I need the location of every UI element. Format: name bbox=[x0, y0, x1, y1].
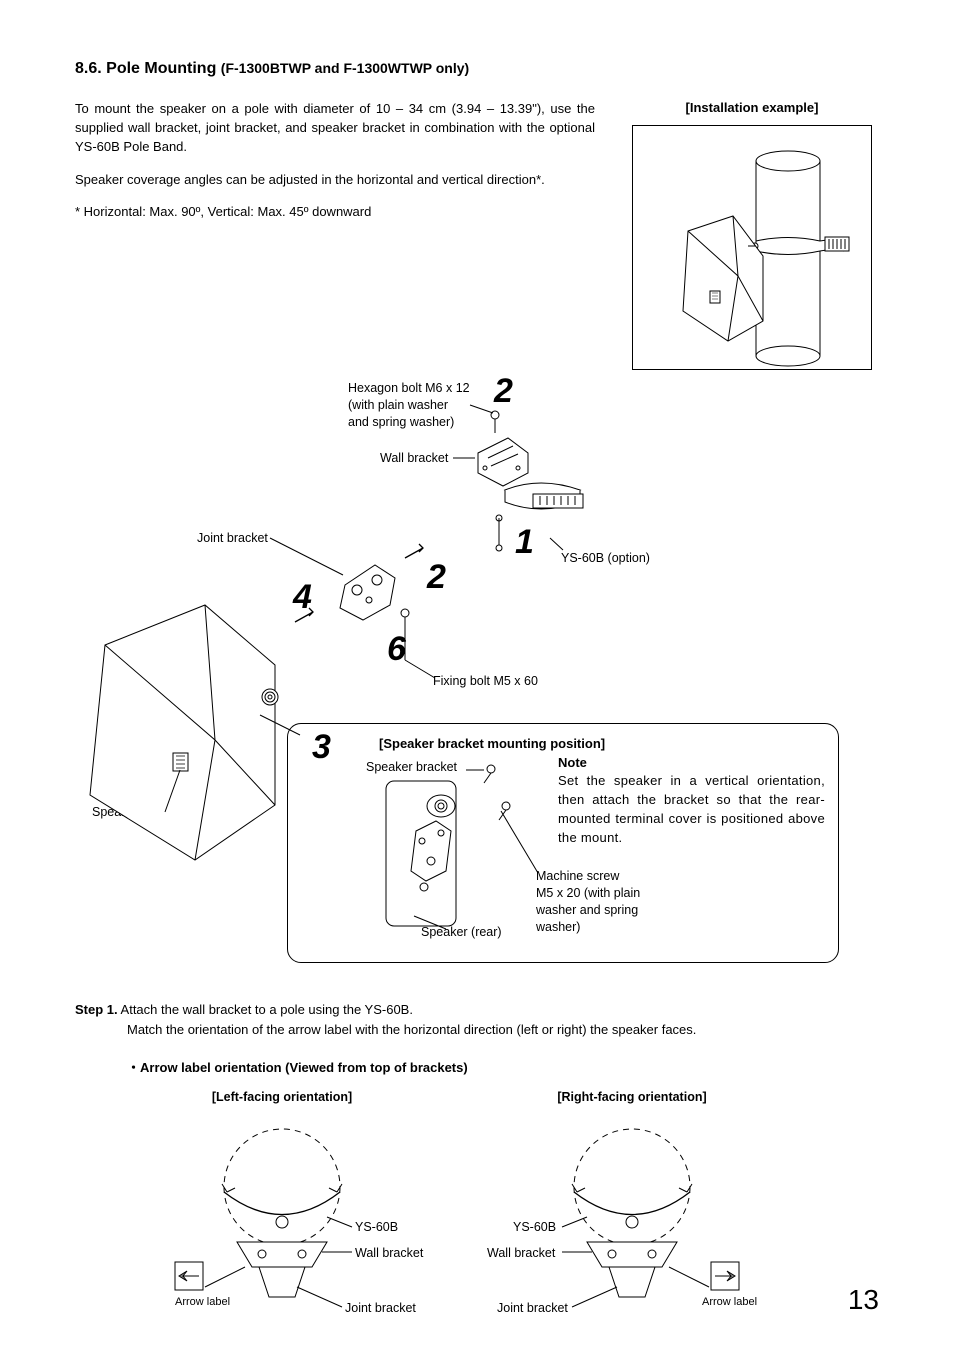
callout-note-label: Note bbox=[558, 755, 825, 770]
heading-title: Pole Mounting bbox=[106, 60, 216, 77]
right-orientation: [Right-facing orientation] bbox=[477, 1090, 787, 1332]
right-orient-title: [Right-facing orientation] bbox=[477, 1090, 787, 1104]
step1-block: Step 1. Attach the wall bracket to a pol… bbox=[75, 1000, 879, 1039]
step1-label: Step 1. bbox=[75, 1002, 118, 1017]
install-example-box bbox=[632, 125, 872, 370]
step1-line2: Match the orientation of the arrow label… bbox=[75, 1020, 879, 1040]
main-diagram: Hexagon bolt M6 x 12 (with plain washer … bbox=[75, 370, 879, 975]
section-heading: 8.6. Pole Mounting (F-1300BTWP and F-130… bbox=[75, 60, 879, 78]
intro-p2: Speaker coverage angles can be adjusted … bbox=[75, 171, 595, 190]
left-orient-title: [Left-facing orientation] bbox=[127, 1090, 437, 1104]
install-example-title: [Installation example] bbox=[625, 100, 879, 115]
right-arrow-label: Arrow label bbox=[702, 1295, 757, 1310]
arrow-orientation-section: ・Arrow label orientation (Viewed from to… bbox=[75, 1057, 879, 1332]
step1-line1: Attach the wall bracket to a pole using … bbox=[121, 1002, 413, 1017]
callout-note-text: Set the speaker in a vertical orientatio… bbox=[558, 772, 825, 847]
right-wall-bracket: Wall bracket bbox=[487, 1245, 555, 1262]
intro-text: To mount the speaker on a pole with diam… bbox=[75, 100, 595, 370]
heading-number: 8.6. bbox=[75, 60, 102, 77]
page-number: 13 bbox=[848, 1284, 879, 1316]
right-ys60b: YS-60B bbox=[513, 1219, 556, 1236]
arrow-orientation-title: ・Arrow label orientation (Viewed from to… bbox=[127, 1057, 879, 1076]
heading-subtitle: (F-1300BTWP and F-1300WTWP only) bbox=[221, 60, 469, 76]
left-wall-bracket: Wall bracket bbox=[355, 1245, 423, 1262]
left-arrow-label: Arrow label bbox=[175, 1295, 230, 1310]
callout-box: [Speaker bracket mounting position] Spea… bbox=[287, 723, 839, 963]
install-example-svg bbox=[633, 126, 873, 371]
left-ys60b: YS-60B bbox=[355, 1219, 398, 1236]
left-orientation: [Left-facing orientation] bbox=[127, 1090, 437, 1332]
intro-row: To mount the speaker on a pole with diam… bbox=[75, 100, 879, 370]
install-example: [Installation example] bbox=[625, 100, 879, 370]
callout-svg bbox=[346, 751, 596, 951]
right-joint-bracket: Joint bracket bbox=[497, 1300, 568, 1317]
intro-note: * Horizontal: Max. 90º, Vertical: Max. 4… bbox=[75, 203, 595, 222]
left-joint-bracket: Joint bracket bbox=[345, 1300, 416, 1317]
callout-title: [Speaker bracket mounting position] bbox=[379, 736, 820, 751]
intro-p1: To mount the speaker on a pole with diam… bbox=[75, 100, 595, 157]
